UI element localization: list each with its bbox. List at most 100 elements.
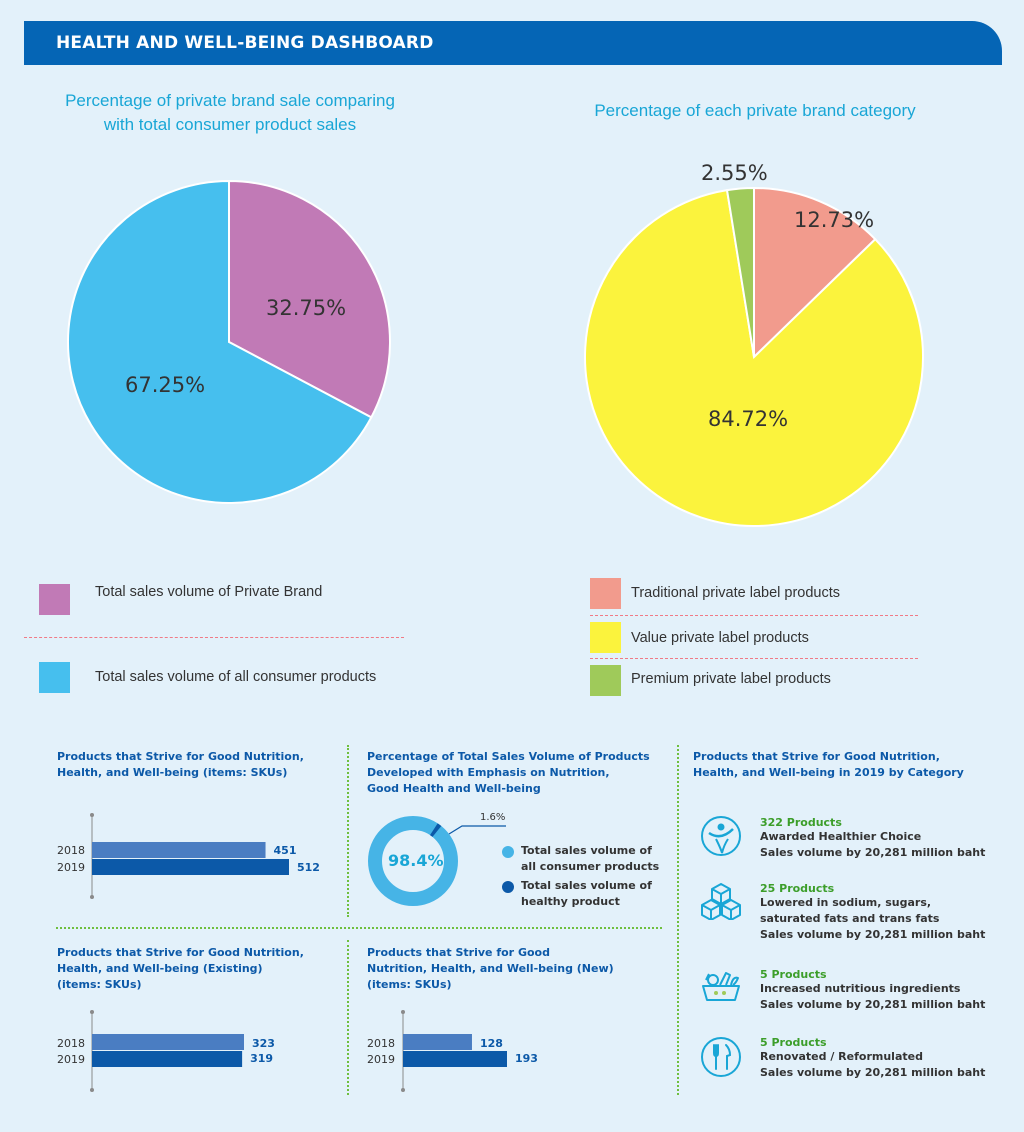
bar1-axis-cap-bottom [90, 895, 94, 899]
pie1-label-private: 32.75% [266, 296, 347, 320]
pie2-label-premium: 2.55% [701, 161, 768, 185]
category-healthier: 322 Products Awarded Healthier Choice Sa… [760, 816, 985, 861]
pie1-slice-all-consumer [67, 179, 373, 504]
legend-traditional: Traditional private label products [631, 585, 841, 601]
pie1-title-line1: Percentage of private brand sale compari… [65, 91, 395, 110]
bar3-axis-cap-top [401, 1010, 405, 1014]
legend-swatch-all [39, 662, 70, 693]
bar1-title-line1: Products that Strive for Good Nutrition, [57, 750, 304, 763]
category-renovated: 5 Products Renovated / Reformulated Sale… [760, 1036, 985, 1081]
pie2-label-value: 84.72% [708, 407, 789, 431]
legend-swatch-private [39, 584, 70, 615]
donut-legend-dot-healthy [502, 881, 514, 893]
donut-legend-dot-all [502, 846, 514, 858]
bar1-axis-cap-top [90, 813, 94, 817]
bar2-axis-cap-top [90, 1010, 94, 1014]
category-title-line1: Products that Strive for Good Nutrition, [693, 750, 940, 763]
donut-legend-all-line1: Total sales volume of [521, 844, 652, 857]
bar2-title: Products that Strive for Good Nutrition,… [57, 945, 337, 993]
donut-title: Percentage of Total Sales Volume of Prod… [367, 749, 667, 797]
donut-center-label: 98.4% [388, 851, 444, 870]
pie1-slice-private-brand [228, 179, 391, 419]
bar1-year-2019: 2019 [57, 861, 85, 874]
bar3-year-2018: 2018 [367, 1037, 395, 1050]
category-healthier-count: 322 Products [760, 816, 842, 829]
bar3-bar-2018 [403, 1034, 472, 1050]
food-basket-icon [702, 972, 740, 1001]
legend-value: Value private label products [631, 630, 809, 646]
bar1-year-2018: 2018 [57, 844, 85, 857]
bar2-value-2018: 323 [252, 1037, 275, 1050]
donut-legend-healthy: Total sales volume of healthy product [521, 878, 652, 910]
pie2-slice-traditional [753, 186, 877, 360]
category-renovated-desc2: Sales volume by 20,281 million baht [760, 1066, 986, 1079]
bar2-year-2019: 2019 [57, 1053, 85, 1066]
donut-legend-all-line2: all consumer products [521, 860, 660, 873]
donut-segment-healthy [429, 823, 442, 837]
bar3-value-2018: 128 [479, 1037, 503, 1050]
bar1-bar-2019 [92, 859, 289, 875]
donut-legend-all: Total sales volume of all consumer produ… [521, 843, 659, 875]
donut-title-line1: Percentage of Total Sales Volume of Prod… [367, 750, 650, 763]
divider-v1 [347, 745, 349, 917]
bar2-title-line1: Products that Strive for Good Nutrition, [57, 946, 304, 959]
cutlery-icon [701, 1037, 741, 1077]
category-nutritious-desc2: Sales volume by 20,281 million baht [760, 998, 986, 1011]
category-nutritious: 5 Products Increased nutritious ingredie… [760, 968, 985, 1013]
bar2-axis-cap-bottom [90, 1088, 94, 1092]
bar2-title-line3: (items: SKUs) [57, 978, 142, 991]
pie2-slice-value [584, 189, 924, 527]
header-banner: HEALTH AND WELL-BEING DASHBOARD [24, 21, 1002, 65]
category-lowered-desc3: Sales volume by 20,281 million baht [760, 928, 986, 941]
donut-legend-healthy-line1: Total sales volume of [521, 879, 652, 892]
bar1-value-2018: 451 [273, 844, 297, 857]
bar3-axis-cap-bottom [401, 1088, 405, 1092]
healthier-choice-icon [701, 816, 741, 856]
donut-callout-line [448, 825, 506, 835]
category-nutritious-desc1: Increased nutritious ingredients [760, 982, 961, 995]
bar2-bar-2018 [92, 1034, 244, 1050]
bar1-bar-2018 [92, 842, 266, 858]
divider-v3 [347, 940, 349, 1095]
bar3-bar-2019 [403, 1051, 507, 1067]
category-lowered-desc1: Lowered in sodium, sugars, [760, 896, 932, 909]
legend-divider [24, 637, 404, 638]
donut-ring-all [368, 816, 458, 906]
legend-swatch-premium [590, 665, 621, 696]
donut-small-label: 1.6% [480, 812, 506, 823]
legend-swatch-value [590, 622, 621, 653]
category-healthier-desc2: Sales volume by 20,281 million baht [760, 846, 986, 859]
pie2-title: Percentage of each private brand categor… [594, 101, 916, 120]
pie1-title: Percentage of private brand sale compari… [20, 89, 440, 137]
bar2-bar-2019 [92, 1051, 243, 1067]
bar1-title: Products that Strive for Good Nutrition,… [57, 749, 337, 781]
bar1-value-2019: 512 [297, 861, 320, 874]
category-lowered: 25 Products Lowered in sodium, sugars, s… [760, 882, 985, 943]
divider-h [56, 927, 662, 929]
pie2-slice-premium [725, 186, 755, 358]
pie2-label-traditional: 12.73% [794, 208, 875, 232]
donut-chart [368, 816, 506, 906]
category-title: Products that Strive for Good Nutrition,… [693, 749, 1003, 781]
legend-swatch-traditional [590, 578, 621, 609]
donut-legend-healthy-line2: healthy product [521, 895, 620, 908]
cubes-icon [701, 883, 741, 920]
bar3-title-line3: (items: SKUs) [367, 978, 452, 991]
legend-premium: Premium private label products [631, 671, 831, 687]
category-lowered-desc2: saturated fats and trans fats [760, 912, 940, 925]
bar3-title: Products that Strive for Good Nutrition,… [367, 945, 667, 993]
category-healthier-desc1: Awarded Healthier Choice [760, 830, 922, 843]
bar2-title-line2: Health, and Well-being (Existing) [57, 962, 263, 975]
category-title-line2: Health, and Well-being in 2019 by Catego… [693, 766, 964, 779]
legend-divider-3 [590, 658, 918, 659]
category-renovated-desc1: Renovated / Reformulated [760, 1050, 923, 1063]
legend-divider-2 [590, 615, 918, 616]
pie2-chart [584, 186, 924, 527]
donut-title-line3: Good Health and Well-being [367, 782, 541, 795]
category-nutritious-count: 5 Products [760, 968, 827, 981]
bar2-value-2019: 319 [250, 1052, 274, 1065]
bar3-title-line1: Products that Strive for Good [367, 946, 550, 959]
pie1-label-all: 67.25% [125, 373, 206, 397]
category-lowered-count: 25 Products [760, 882, 835, 895]
